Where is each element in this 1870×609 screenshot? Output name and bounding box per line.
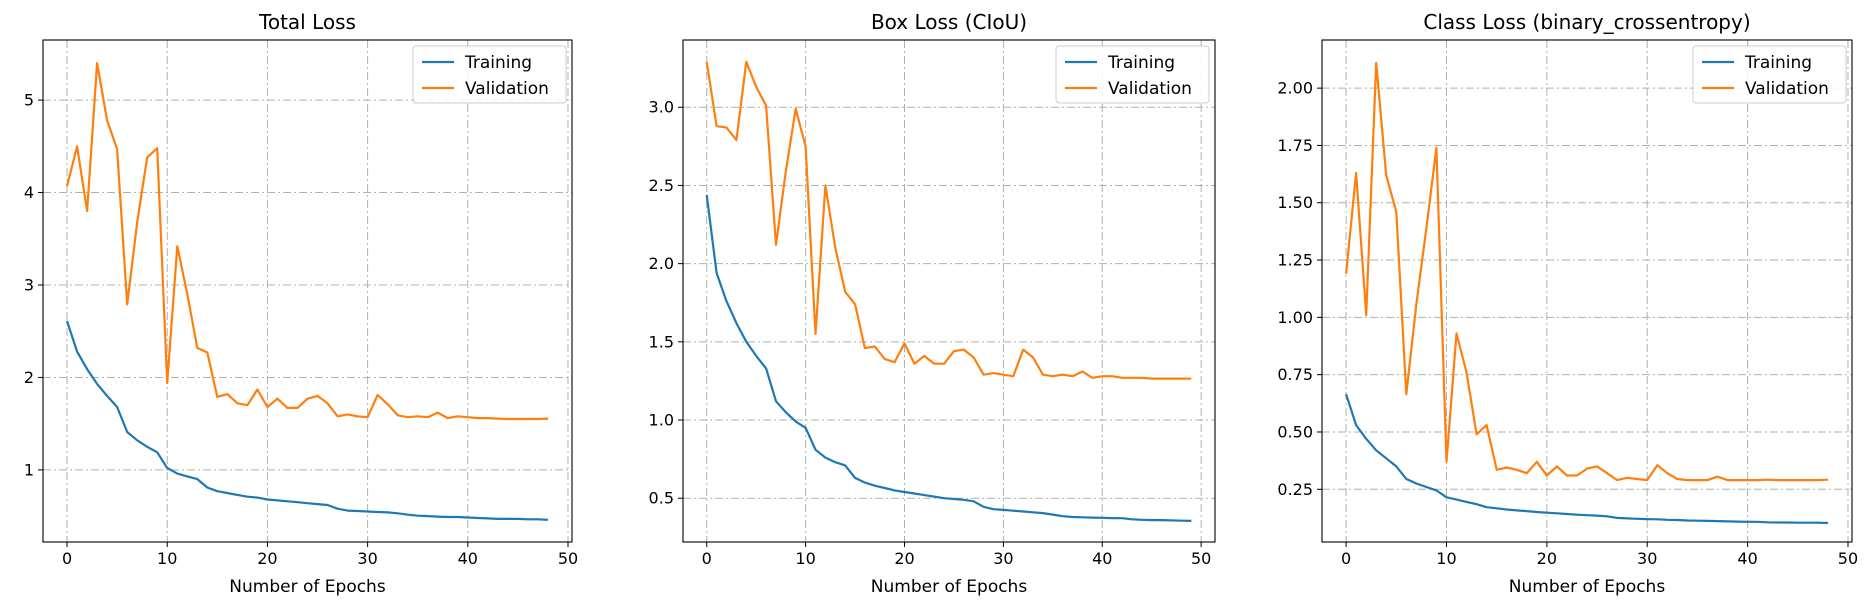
x-tick-label: 10 [157,549,177,568]
chart-panels: 0 10 20 30 40 50 1 2 3 4 5 Total Loss Number of Epoc… [24,10,1858,597]
series-line-validation [65,61,549,421]
legend-label-validation: Validation [465,79,549,99]
plot-frame [42,39,573,543]
x-axis-label: Number of Epochs [871,577,1028,597]
legend-label-training: Training [464,53,532,73]
x-tick-label: 20 [257,549,277,568]
y-tick-label: 2 [24,368,34,387]
chart-panel-3: 0 10 20 30 40 50 0.25 0.50 0.75 1.00 1.25 1.50 1.75 2… [1277,10,1858,597]
x-tick-label: 40 [1092,549,1112,568]
x-tick-label: 0 [702,549,712,568]
x-tick-label: 30 [993,549,1013,568]
legend-label-training: Training [1744,53,1812,73]
plot-frame [1321,39,1853,543]
x-tick-label: 0 [62,549,72,568]
y-tick-label: 3.0 [649,98,674,117]
x-axis-label: Number of Epochs [1509,577,1666,597]
y-tick-label: 0.25 [1277,480,1313,499]
x-tick-label: 10 [795,549,815,568]
x-tick-label: 50 [1838,549,1858,568]
chart-title: Box Loss (CIoU) [871,10,1027,34]
chart-title: Class Loss (binary_crossentropy) [1423,10,1750,34]
legend: Training Validation [1692,45,1847,104]
x-tick-label: 20 [894,549,914,568]
y-tick-label: 0.5 [649,489,674,508]
y-tick-label: 2.00 [1277,79,1313,98]
y-tick-label: 2.0 [649,254,674,273]
y-tick-label: 1.00 [1277,308,1313,327]
y-tick-label: 3 [24,275,34,294]
x-tick-label: 30 [357,549,377,568]
y-tick-label: 1.25 [1277,251,1313,270]
x-tick-label: 0 [1341,549,1351,568]
y-tick-label: 1.0 [649,411,674,430]
x-tick-label: 30 [1637,549,1657,568]
chart-title: Total Loss [258,10,356,34]
y-tick-label: 4 [24,183,34,202]
legend-label-training: Training [1107,53,1175,73]
x-tick-label: 20 [1537,549,1557,568]
y-tick-label: 0.50 [1277,422,1313,441]
legend-label-validation: Validation [1108,79,1192,99]
x-tick-label: 10 [1436,549,1456,568]
legend-label-validation: Validation [1745,79,1829,99]
y-tick-label: 5 [24,91,34,110]
y-tick-label: 1.50 [1277,193,1313,212]
chart-panel-2: 0 10 20 30 40 50 0.5 1.0 1.5 2.0 2.5 3.0 Box Loss (C… [649,10,1216,597]
series-line-training [1345,393,1828,525]
chart-panel-1: 0 10 20 30 40 50 1 2 3 4 5 Total Loss Number of Epoc… [24,10,578,597]
series-line-validation [1345,61,1828,482]
x-tick-label: 50 [558,549,578,568]
y-tick-label: 2.5 [649,176,674,195]
x-axis-label: Number of Epochs [229,577,386,597]
plot-frame [682,39,1216,543]
series-line-validation [705,60,1192,380]
series-line-training [65,320,549,521]
x-tick-label: 40 [1737,549,1757,568]
y-tick-label: 1.75 [1277,136,1313,155]
series-line-training [705,194,1192,522]
legend: Training Validation [1055,45,1210,104]
legend: Training Validation [412,45,567,104]
y-tick-label: 1.5 [649,332,674,351]
x-tick-label: 50 [1191,549,1211,568]
y-tick-label: 1 [24,460,34,479]
y-tick-label: 0.75 [1277,365,1313,384]
x-tick-label: 40 [458,549,478,568]
